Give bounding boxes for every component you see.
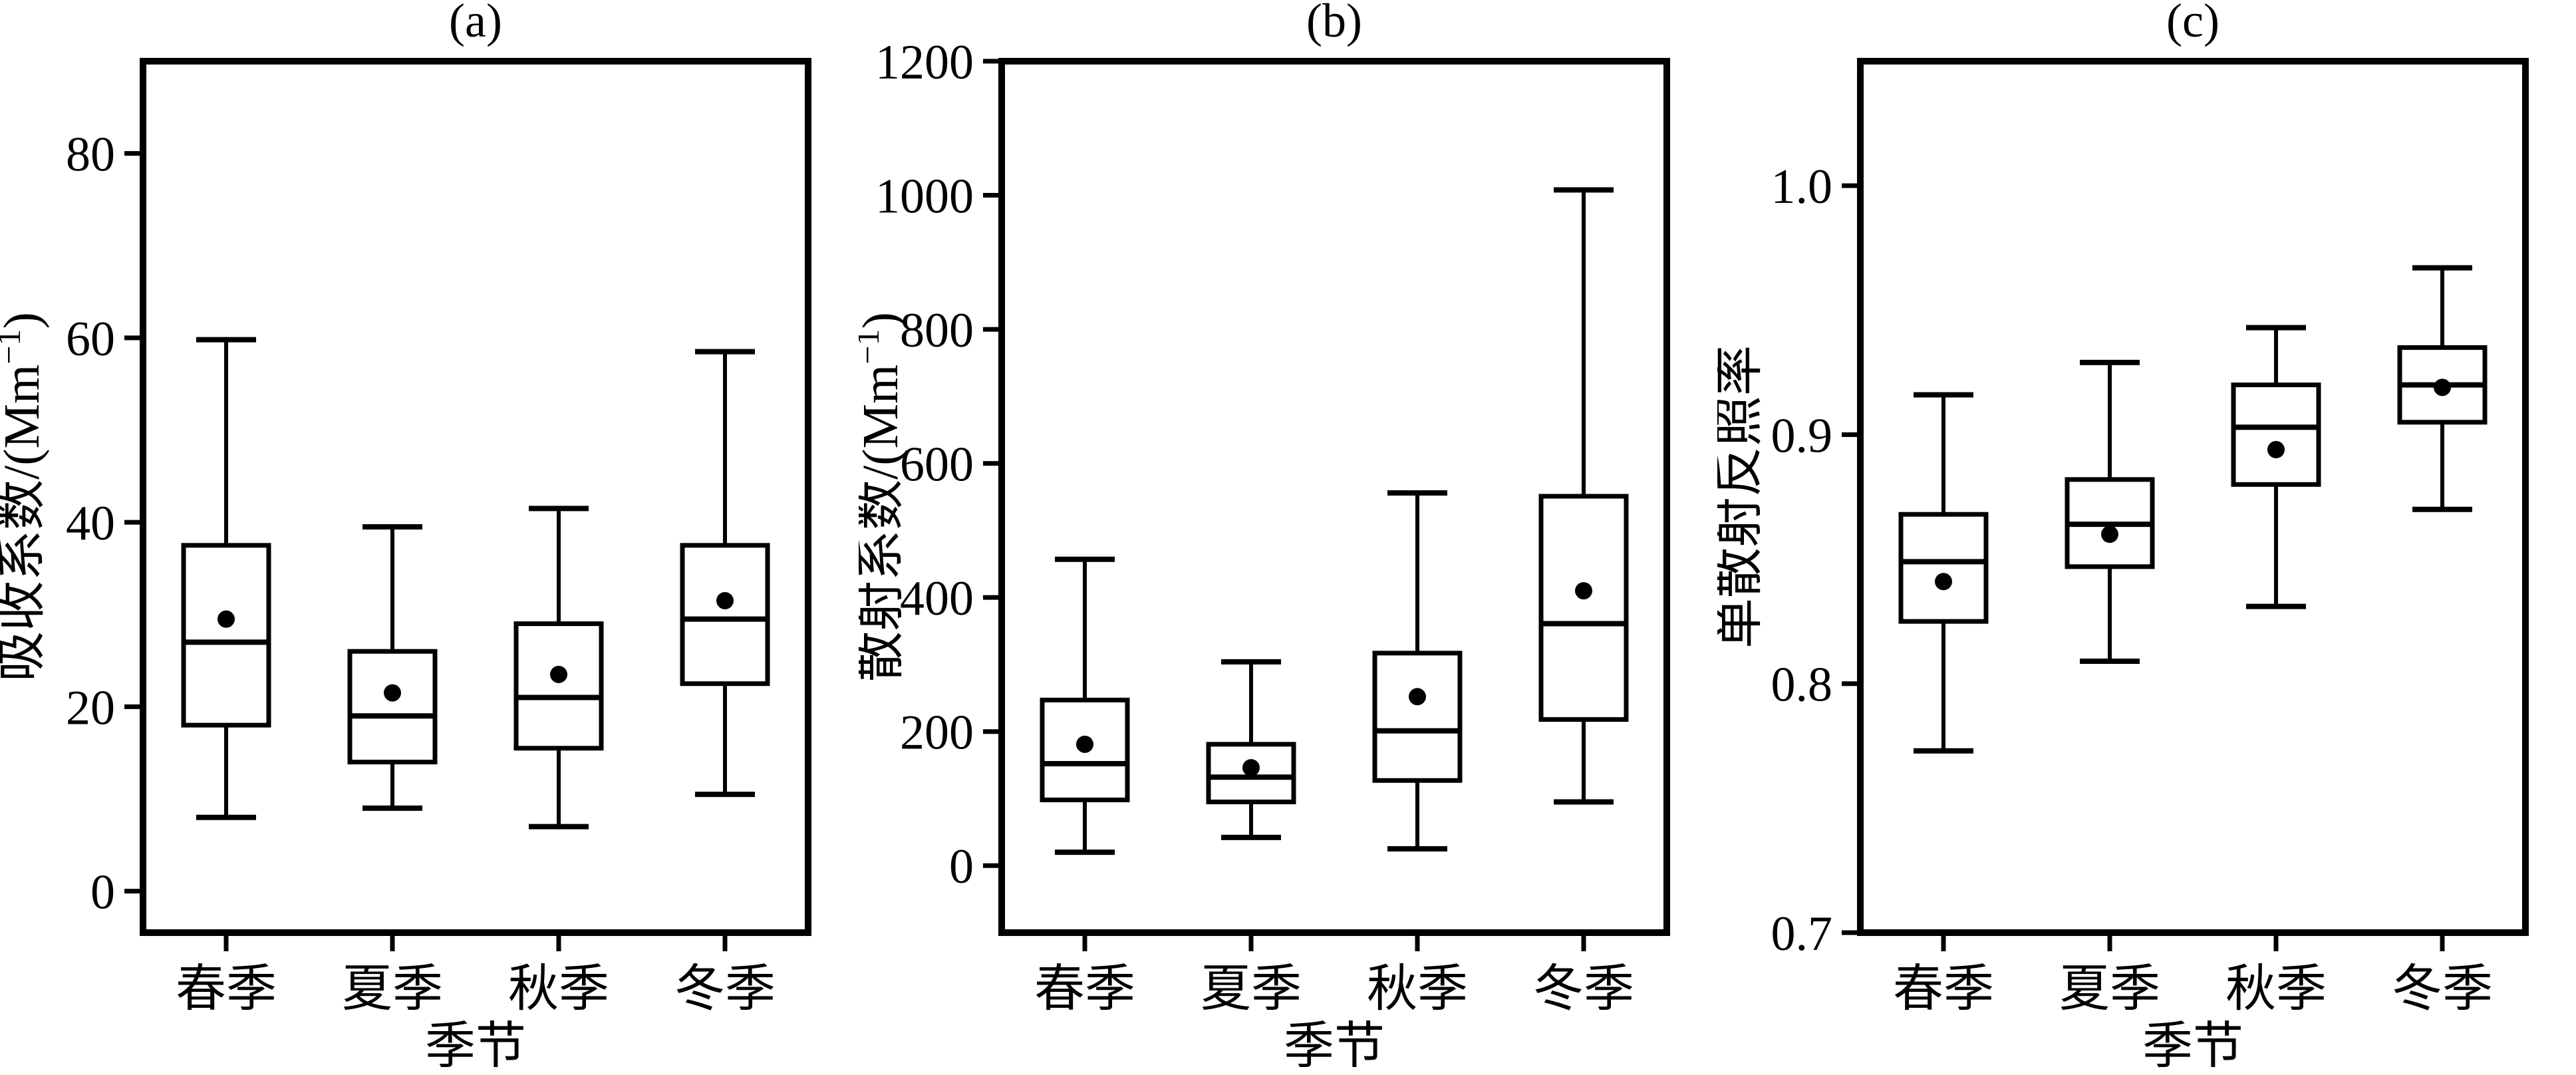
y-tick-label: 20 <box>66 681 115 735</box>
mean-dot <box>2101 526 2118 543</box>
box-iqr <box>513 621 604 751</box>
y-tick-label: 80 <box>66 128 115 182</box>
box-iqr <box>181 543 271 728</box>
panel-title: (a) <box>449 0 502 47</box>
category-label: 秋季 <box>1367 961 1468 1017</box>
x-axis-label: 季节 <box>1284 1018 1385 1074</box>
category-label: 夏季 <box>342 961 443 1017</box>
box-iqr <box>2231 383 2321 487</box>
y-tick-label: 200 <box>900 706 974 760</box>
y-tick-label: 0 <box>949 840 974 894</box>
category-label: 冬季 <box>674 961 776 1017</box>
y-axis-label: 吸收系数/(Mm−1) <box>0 312 50 682</box>
panel-title: (b) <box>1306 0 1362 47</box>
y-tick-label: 60 <box>66 312 115 367</box>
box-iqr <box>1538 494 1629 722</box>
category-label: 冬季 <box>2392 961 2493 1017</box>
mean-dot <box>550 665 567 683</box>
mean-dot <box>2434 379 2451 396</box>
y-tick-label: 1200 <box>875 35 974 90</box>
box-group-spring <box>181 337 271 820</box>
box-group-autumn <box>2231 325 2321 609</box>
category-label: 春季 <box>1034 961 1135 1017</box>
box-group-autumn <box>1372 490 1463 852</box>
mean-dot <box>217 610 235 628</box>
category-label: 春季 <box>176 961 277 1017</box>
x-axis-label: 季节 <box>425 1018 526 1074</box>
plot-frame <box>1857 58 2529 936</box>
y-tick-label: 400 <box>900 571 974 626</box>
y-tick-label: 800 <box>900 303 974 358</box>
y-tick-label: 1.0 <box>1771 160 1833 214</box>
y-tick-label: 0 <box>90 865 115 920</box>
box-iqr <box>680 543 770 687</box>
panel-title: (c) <box>2166 0 2219 47</box>
box-group-winter <box>2397 265 2488 512</box>
category-label: 春季 <box>1893 961 1994 1017</box>
x-axis-label: 季节 <box>2142 1018 2243 1074</box>
mean-dot <box>1242 759 1260 777</box>
mean-dot <box>1935 573 1952 591</box>
mean-dot <box>2267 440 2285 458</box>
y-axis-label: 散射系数/(Mm−1) <box>859 312 909 682</box>
box-group-summer <box>2065 359 2155 665</box>
box-group-spring <box>1898 392 1989 754</box>
mean-dot <box>384 684 401 702</box>
category-label: 夏季 <box>2059 961 2160 1017</box>
y-tick-label: 40 <box>66 496 115 551</box>
mean-dot <box>1076 735 1093 753</box>
plot-frame <box>140 58 811 936</box>
category-label: 夏季 <box>1201 961 1302 1017</box>
y-tick-label: 0.9 <box>1771 408 1833 463</box>
box-group-winter <box>1538 187 1629 805</box>
mean-dot <box>1409 688 1426 706</box>
y-tick-label: 600 <box>900 438 974 492</box>
y-axis-label: 单散射反照率 <box>1717 345 1767 649</box>
box-group-summer <box>1206 659 1296 840</box>
category-label: 秋季 <box>508 961 609 1017</box>
box-iqr <box>1898 512 1989 624</box>
plot-frame <box>998 58 1670 936</box>
y-tick-label: 1000 <box>875 170 974 224</box>
category-label: 冬季 <box>1533 961 1634 1017</box>
mean-dot <box>716 591 734 609</box>
y-tick-label: 0.8 <box>1771 658 1833 712</box>
box-group-spring <box>1040 556 1130 855</box>
box-iqr <box>347 649 438 765</box>
y-tick-label: 0.7 <box>1771 907 1833 961</box>
box-group-winter <box>680 349 770 798</box>
box-iqr <box>1372 651 1463 783</box>
category-label: 秋季 <box>2225 961 2327 1017</box>
mean-dot <box>1575 582 1592 600</box>
box-group-summer <box>347 524 438 811</box>
box-group-autumn <box>513 506 604 830</box>
